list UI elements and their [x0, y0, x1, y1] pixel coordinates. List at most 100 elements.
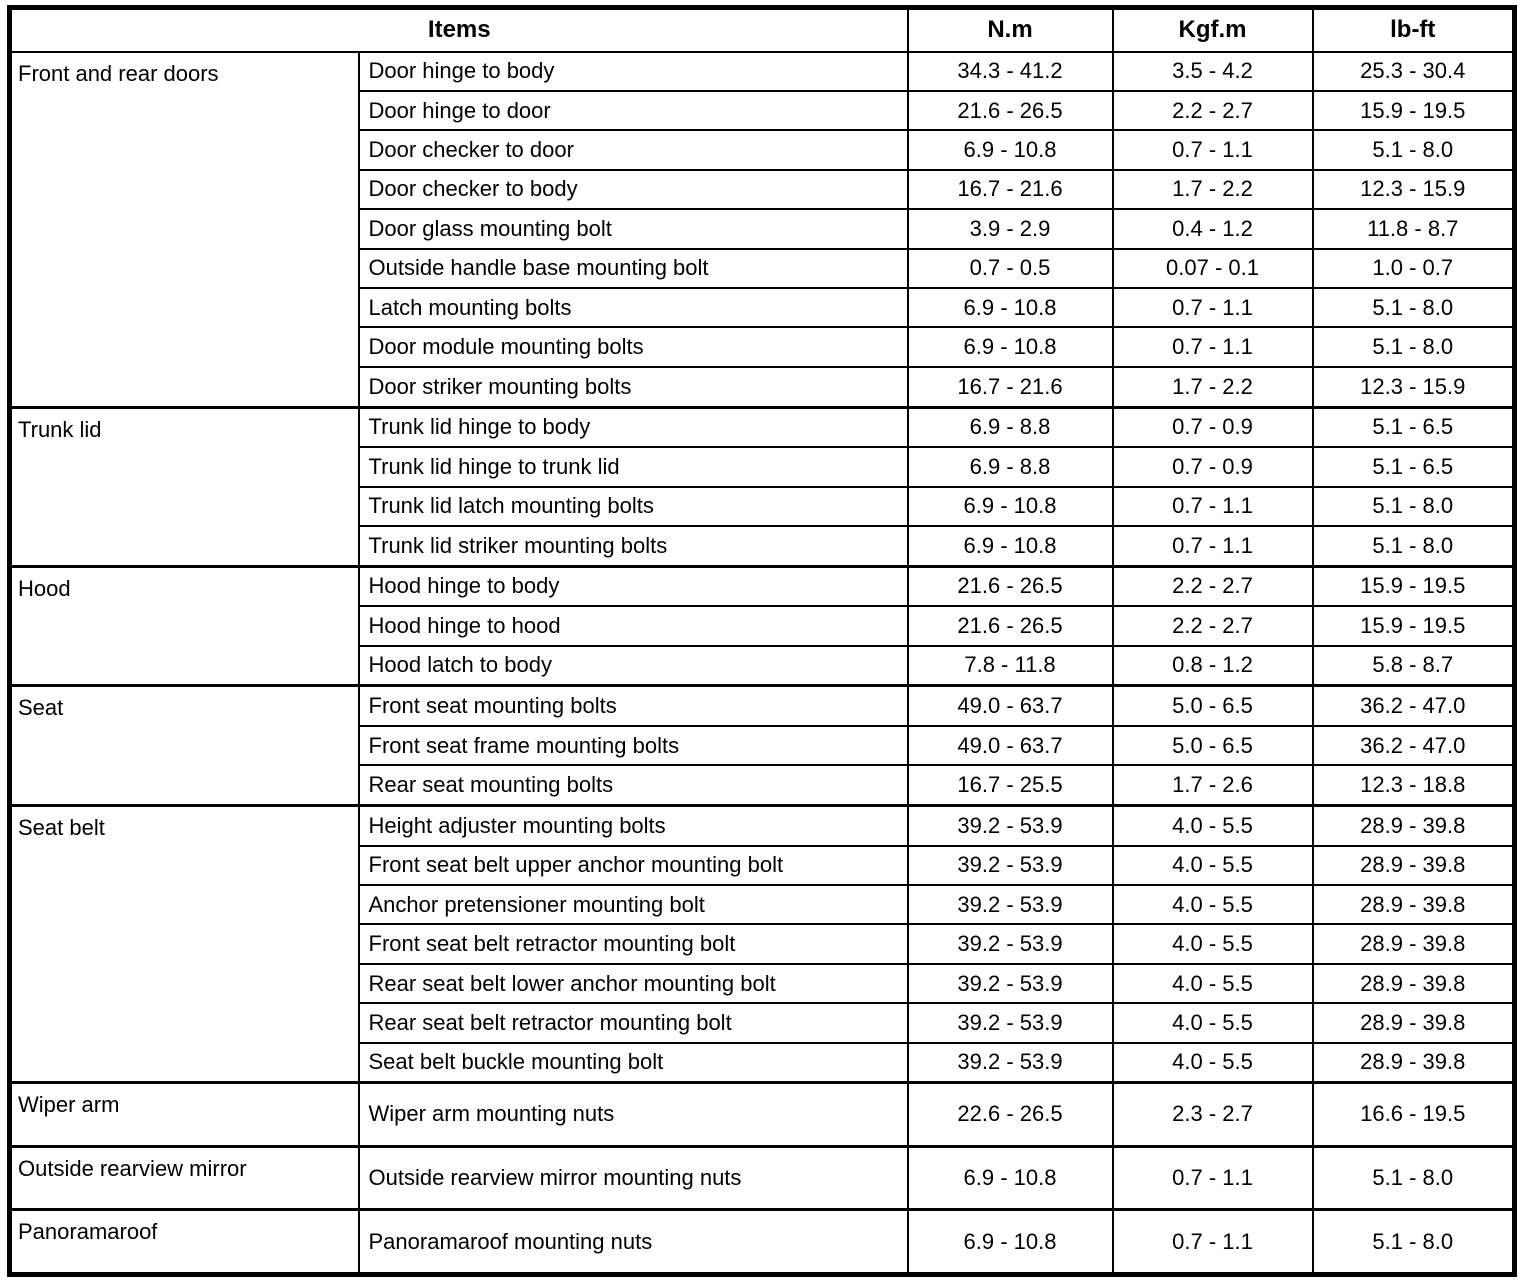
kgfm-value-cell: 0.7 - 1.1: [1111, 1144, 1314, 1211]
lbft-value-cell: 12.3 - 15.9: [1311, 168, 1516, 211]
lbft-value-cell: 5.1 - 8.0: [1311, 485, 1516, 527]
nm-value-cell: 39.2 - 53.9: [906, 962, 1114, 1005]
lbft-value-cell: 5.1 - 6.5: [1311, 405, 1516, 449]
kgfm-column-header: Kgf.m: [1111, 6, 1314, 53]
item-cell: Front seat belt upper anchor mounting bo…: [357, 844, 909, 886]
nm-value-cell: 6.9 - 10.8: [906, 326, 1114, 368]
item-cell: Door glass mounting bolt: [357, 208, 909, 250]
item-cell: Latch mounting bolts: [357, 287, 909, 329]
item-cell: Door hinge to body: [357, 50, 909, 92]
item-cell: Door checker to body: [357, 168, 909, 211]
table-row: Rear seat belt lower anchor mounting bol…: [10, 962, 1516, 1005]
lbft-value-cell: 5.8 - 8.7: [1311, 644, 1516, 687]
lbft-value-cell: 28.9 - 39.8: [1311, 844, 1516, 886]
table-row: Hood hinge to hood 21.6 - 26.5 2.2 - 2.7 15…: [10, 605, 1516, 647]
category-cell: Seat: [8, 684, 360, 807]
lbft-value-cell: 5.1 - 8.0: [1311, 326, 1516, 368]
kgfm-value-cell: 4.0 - 5.5: [1111, 883, 1314, 926]
kgfm-value-cell: 0.7 - 0.9: [1111, 405, 1314, 449]
kgfm-value-cell: 0.7 - 1.1: [1111, 326, 1314, 368]
lbft-value-cell: 16.6 - 19.5: [1311, 1081, 1516, 1148]
nm-value-cell: 39.2 - 53.9: [906, 1041, 1114, 1084]
lbft-value-cell: 5.1 - 8.0: [1311, 1208, 1516, 1276]
category-cell: Wiper arm: [8, 1081, 360, 1148]
item-cell: Seat belt buckle mounting bolt: [357, 1041, 909, 1084]
item-cell: Panoramaroof mounting nuts: [357, 1208, 909, 1276]
category-cell: Panoramaroof: [8, 1208, 360, 1276]
nm-value-cell: 39.2 - 53.9: [906, 1002, 1114, 1044]
table-row: Hood Hood hinge to body 21.6 - 26.5 2.2 - 2…: [8, 564, 1516, 687]
lbft-value-cell: 28.9 - 39.8: [1311, 883, 1516, 926]
nm-value-cell: 16.7 - 21.6: [906, 168, 1114, 211]
table-row: Door module mounting bolts 6.9 - 10.8 0.7 …: [10, 326, 1516, 368]
nm-value-cell: 6.9 - 10.8: [906, 129, 1114, 171]
kgfm-value-cell: 0.7 - 1.1: [1111, 524, 1314, 568]
item-cell: Trunk lid hinge to trunk lid: [357, 446, 909, 488]
item-cell: Front seat frame mounting bolts: [357, 724, 909, 767]
kgfm-value-cell: 1.7 - 2.2: [1111, 365, 1314, 409]
table-row: Panoramaroof Panoramaroof mounting nuts 6.…: [8, 1208, 1516, 1276]
item-cell: Rear seat belt retractor mounting bolt: [357, 1002, 909, 1044]
item-cell: Anchor pretensioner mounting bolt: [357, 883, 909, 926]
item-cell: Rear seat mounting bolts: [357, 764, 909, 807]
table-row: Trunk lid hinge to trunk lid 6.9 - 8.8 0.7…: [10, 446, 1516, 488]
kgfm-value-cell: 3.5 - 4.2: [1111, 50, 1314, 92]
lbft-value-cell: 28.9 - 39.8: [1311, 803, 1516, 847]
nm-value-cell: 39.2 - 53.9: [906, 923, 1114, 965]
nm-value-cell: 0.7 - 0.5: [906, 247, 1114, 290]
table-row: Door checker to body 16.7 - 21.6 1.7 - 2.2…: [10, 168, 1516, 211]
lbft-value-cell: 28.9 - 39.8: [1311, 1041, 1516, 1084]
table-row: Hood latch to body 7.8 - 11.8 0.8 - 1.2 5.8…: [10, 644, 1516, 687]
nm-value-cell: 6.9 - 8.8: [906, 446, 1114, 488]
item-cell: Outside rearview mirror mounting nuts: [357, 1144, 909, 1211]
item-cell: Front seat mounting bolts: [357, 684, 909, 727]
lbft-value-cell: 5.1 - 8.0: [1311, 129, 1516, 171]
item-cell: Door checker to door: [357, 129, 909, 171]
table-row: Anchor pretensioner mounting bolt 39.2 - …: [10, 883, 1516, 926]
lbft-value-cell: 25.3 - 30.4: [1311, 50, 1516, 92]
kgfm-value-cell: 1.7 - 2.6: [1111, 764, 1314, 807]
lbft-value-cell: 36.2 - 47.0: [1311, 684, 1516, 727]
kgfm-value-cell: 4.0 - 5.5: [1111, 923, 1314, 965]
table-row: Wiper arm Wiper arm mounting nuts 22.6 - 2…: [8, 1081, 1516, 1148]
kgfm-value-cell: 0.7 - 1.1: [1111, 485, 1314, 527]
category-cell: Front and rear doors: [8, 50, 360, 408]
item-cell: Rear seat belt lower anchor mounting bol…: [357, 962, 909, 1005]
category-cell: Trunk lid: [8, 405, 360, 568]
nm-value-cell: 6.9 - 10.8: [906, 1144, 1114, 1211]
item-cell: Hood hinge to hood: [357, 605, 909, 647]
item-cell: Trunk lid hinge to body: [357, 405, 909, 449]
kgfm-value-cell: 5.0 - 6.5: [1111, 684, 1314, 727]
kgfm-value-cell: 0.8 - 1.2: [1111, 644, 1314, 687]
table-row: Trunk lid latch mounting bolts 6.9 - 10.8…: [10, 485, 1516, 527]
kgfm-value-cell: 2.3 - 2.7: [1111, 1081, 1314, 1148]
table-row: Trunk lid Trunk lid hinge to body 6.9 - 8.…: [8, 405, 1516, 568]
lbft-value-cell: 36.2 - 47.0: [1311, 724, 1516, 767]
table-row: Front seat belt upper anchor mounting bo…: [10, 844, 1516, 886]
table-body: Front and rear doors Door hinge to body 34…: [8, 50, 1516, 1276]
kgfm-value-cell: 4.0 - 5.5: [1111, 1041, 1314, 1084]
table-row: Front seat belt retractor mounting bolt 3…: [10, 923, 1516, 965]
nm-value-cell: 39.2 - 53.9: [906, 844, 1114, 886]
table-row: Trunk lid striker mounting bolts 6.9 - 10…: [10, 524, 1516, 568]
nm-value-cell: 34.3 - 41.2: [906, 50, 1114, 92]
category-cell: Hood: [8, 564, 360, 687]
item-cell: Door module mounting bolts: [357, 326, 909, 368]
nm-value-cell: 21.6 - 26.5: [906, 564, 1114, 608]
table-row: Rear seat mounting bolts 16.7 - 25.5 1.7 -…: [10, 764, 1516, 807]
kgfm-value-cell: 4.0 - 5.5: [1111, 1002, 1314, 1044]
lbft-value-cell: 28.9 - 39.8: [1311, 1002, 1516, 1044]
kgfm-value-cell: 0.07 - 0.1: [1111, 247, 1314, 290]
lbft-value-cell: 28.9 - 39.8: [1311, 923, 1516, 965]
lbft-value-cell: 5.1 - 8.0: [1311, 287, 1516, 329]
table-row: Door glass mounting bolt 3.9 - 2.9 0.4 - 1…: [10, 208, 1516, 250]
table-row: Outside handle base mounting bolt 0.7 - 0…: [10, 247, 1516, 290]
items-column-header: Items: [8, 6, 909, 53]
table-row: Front and rear doors Door hinge to body 34…: [8, 50, 1516, 408]
kgfm-value-cell: 0.4 - 1.2: [1111, 208, 1314, 250]
table-header: Items N.m Kgf.m lb-ft: [8, 6, 1516, 53]
item-cell: Hood latch to body: [357, 644, 909, 687]
table-row: Rear seat belt retractor mounting bolt 39…: [10, 1002, 1516, 1044]
lbft-value-cell: 5.1 - 6.5: [1311, 446, 1516, 488]
